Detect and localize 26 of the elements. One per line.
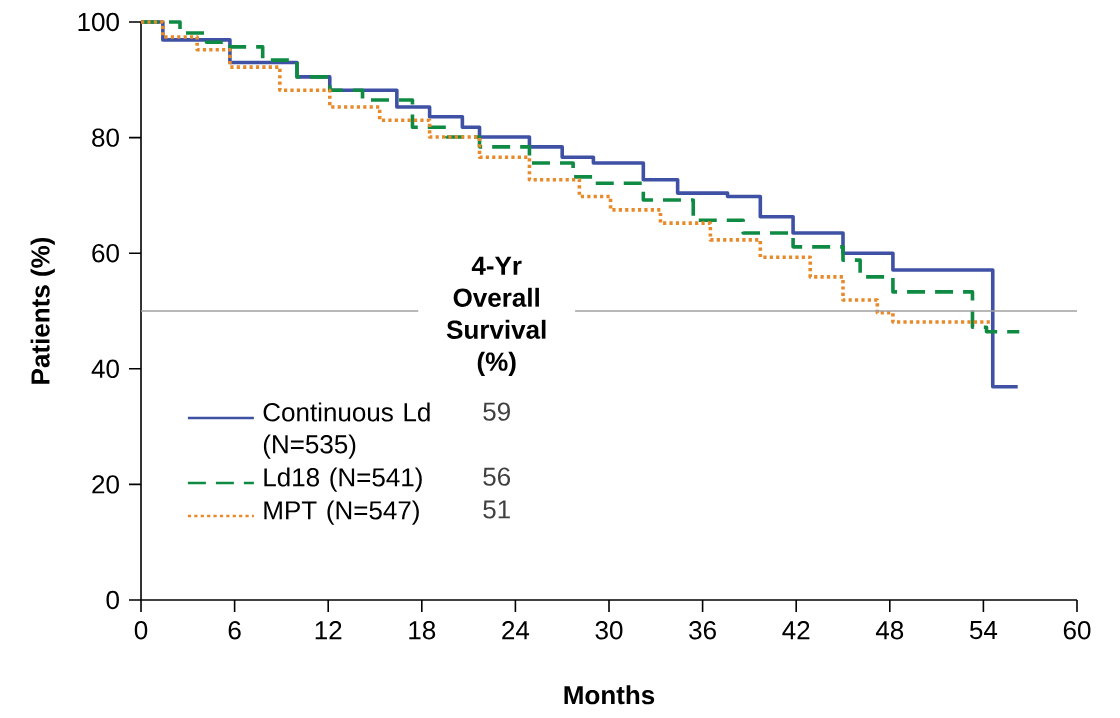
y-tick-label: 0	[106, 590, 119, 610]
legend-title: 4-Yr Overall Survival (%)	[446, 256, 546, 377]
y-tick-label: 80	[92, 128, 119, 147]
y-tick-label: 60	[92, 243, 119, 263]
x-tick-label: 60	[1063, 621, 1091, 640]
y-tick-label: 100	[78, 12, 119, 32]
x-tick-label: 30	[595, 621, 623, 640]
x-tick-label: 24	[502, 621, 530, 640]
x-tick-label: 12	[315, 621, 342, 640]
annotation: 51	[483, 500, 510, 519]
legend-label: MPT (N=547)	[264, 500, 419, 525]
x-tick-label: 36	[689, 621, 716, 640]
y-tick-label: 20	[92, 475, 119, 494]
legend-label: Ld18 (N=541)	[264, 467, 422, 492]
x-tick-label: 18	[409, 621, 436, 640]
y-tick-label: 40	[91, 359, 119, 378]
y-axis-title: Patients (%)	[30, 237, 55, 384]
x-tick-label: 48	[875, 621, 904, 640]
x-tick-label: 54	[969, 621, 998, 640]
x-axis-title: Months	[564, 685, 655, 705]
x-tick-label: 6	[228, 621, 241, 640]
x-tick-label: 42	[782, 621, 810, 640]
x-tick-label: 0	[134, 621, 148, 640]
annotation: 59	[483, 402, 510, 421]
annotation: 56	[483, 467, 511, 486]
legend-label: Continuous Ld (N=535)	[263, 402, 430, 459]
